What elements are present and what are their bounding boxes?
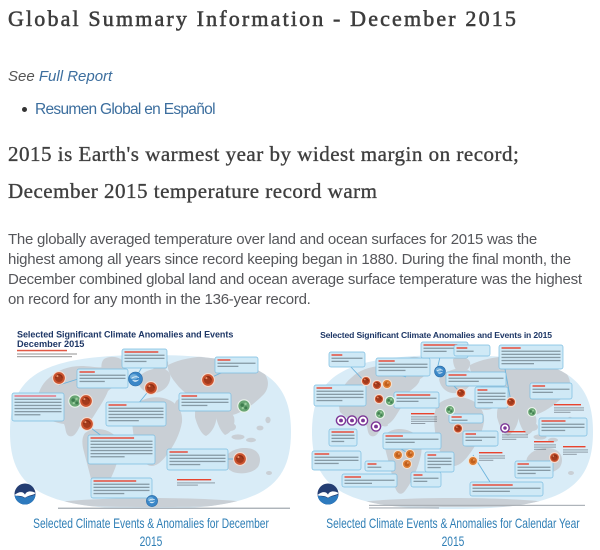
svg-text:Selected Significant Climate A: Selected Significant Climate Anomalies a… [17,330,233,340]
svg-text:December 2015: December 2015 [17,339,84,349]
svg-text:Selected Significant Climate A: Selected Significant Climate Anomalies a… [320,330,552,340]
